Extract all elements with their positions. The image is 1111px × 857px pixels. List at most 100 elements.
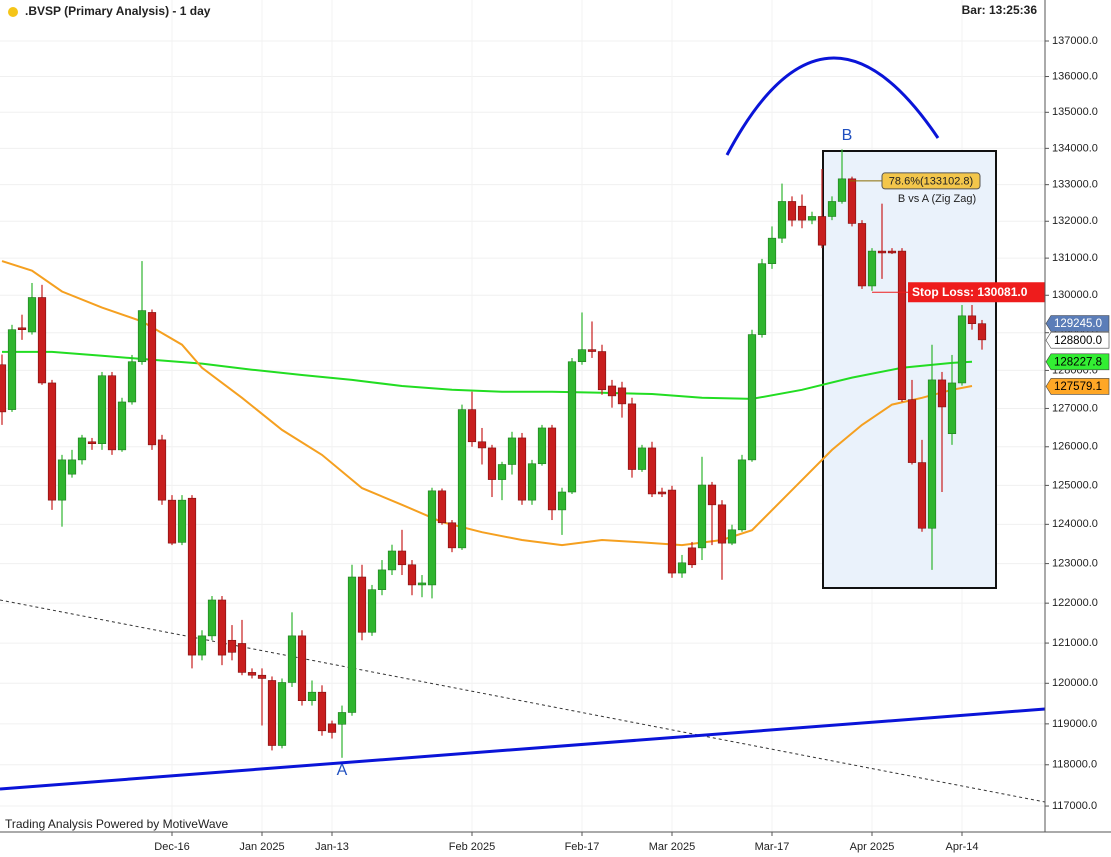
candle-body (257, 674, 267, 679)
candle-body (977, 323, 987, 341)
candle-body (147, 312, 157, 446)
candle-body (887, 250, 897, 254)
candle-body (957, 315, 967, 384)
candles (0, 149, 987, 758)
fib-label: 78.6%(133102.8) (889, 175, 973, 187)
moving-average (2, 350, 973, 400)
candle-body (727, 529, 737, 544)
candle-body (657, 491, 667, 495)
candle-body (647, 447, 657, 495)
candle-body (697, 484, 707, 549)
candle-body (677, 562, 687, 574)
candle-body (207, 599, 217, 637)
candle-body (907, 399, 917, 463)
candle-body (377, 569, 387, 590)
candle-body (817, 216, 827, 246)
candle-body (627, 403, 637, 470)
trendline (0, 707, 1046, 791)
y-tick-label: 136000.0 (1052, 70, 1098, 82)
candle-body (157, 439, 167, 501)
candle-body (857, 223, 867, 287)
x-tick-label: Apr-14 (945, 841, 978, 853)
candle-body (747, 334, 757, 461)
stop-loss-label: Stop Loss: 130081.0 (912, 285, 1028, 299)
candle-body (407, 564, 417, 586)
y-axis-panel (1045, 0, 1111, 857)
candle-body (877, 250, 887, 254)
candle-body (0, 364, 7, 413)
annotations: 78.6%(133102.8) Stop Loss: 130081.0 (850, 172, 1045, 303)
x-tick-label: Jan 2025 (239, 841, 284, 853)
candle-body (507, 437, 517, 465)
candle-body (17, 327, 27, 330)
candle-body (457, 409, 467, 549)
candle-body (447, 522, 457, 549)
x-tick-label: Apr 2025 (850, 841, 895, 853)
candle-body (187, 497, 197, 656)
candle-body (827, 201, 837, 217)
candle-body (57, 459, 67, 501)
candle-body (577, 349, 587, 363)
candle-body (927, 379, 937, 529)
candle-body (617, 387, 627, 405)
wave-label: A (337, 762, 348, 779)
candle-body (27, 297, 37, 333)
candle-body (737, 459, 747, 531)
fib-box (881, 172, 981, 190)
candle-body (467, 409, 477, 443)
candle-body (167, 499, 177, 544)
x-tick-label: Dec-16 (154, 841, 189, 853)
price-marker-label: 128800.0 (1054, 335, 1102, 347)
candle-body (427, 490, 437, 586)
y-tick-label: 135000.0 (1052, 106, 1098, 118)
candle-body (557, 491, 567, 511)
candle-body (897, 250, 907, 400)
candle-body (277, 682, 287, 746)
candle-body (37, 297, 47, 384)
candle-body (787, 201, 797, 221)
price-marker (1045, 315, 1110, 332)
candle-body (867, 250, 877, 287)
y-tick-label: 132000.0 (1052, 215, 1098, 227)
y-tick-label: 119000.0 (1052, 718, 1097, 730)
candle-body (487, 447, 497, 480)
candle-body (707, 484, 717, 506)
y-tick-label: 120000.0 (1052, 677, 1098, 689)
candle-body (47, 382, 57, 501)
bar-time: Bar: 13:25:36 (962, 3, 1038, 17)
x-tick-label: Mar 2025 (649, 841, 695, 853)
candle-body (947, 382, 957, 435)
candle-body (477, 441, 487, 449)
candle-body (757, 263, 767, 335)
wave-label: B (842, 127, 853, 144)
candle-body (177, 499, 187, 543)
candle-body (417, 582, 427, 586)
candle-body (117, 401, 127, 451)
candle-body (247, 672, 257, 676)
candle-body (607, 385, 617, 397)
candle-body (597, 351, 607, 391)
stop-loss-box (908, 282, 1045, 303)
candle-body (287, 635, 297, 683)
candle-body (527, 463, 537, 501)
candle-body (497, 464, 507, 480)
candle-body (517, 437, 527, 501)
footer: Trading Analysis Powered by MotiveWave (5, 817, 229, 831)
candle-body (327, 723, 337, 733)
price-marker-label: 127579.1 (1054, 381, 1102, 393)
candle-body (847, 178, 857, 224)
candle-body (797, 205, 807, 221)
y-tick-label: 131000.0 (1052, 252, 1098, 264)
candle-body (87, 441, 97, 444)
candle-body (67, 459, 77, 475)
candle-body (227, 639, 237, 653)
y-tick-label: 122000.0 (1052, 597, 1098, 609)
y-tick-label: 118000.0 (1052, 759, 1097, 771)
candle-body (77, 437, 87, 461)
y-tick-label: 125000.0 (1052, 479, 1098, 491)
candle-body (967, 315, 977, 324)
candle-body (637, 447, 647, 470)
candle-body (237, 643, 247, 673)
candle-body (717, 504, 727, 544)
candle-body (107, 375, 117, 451)
